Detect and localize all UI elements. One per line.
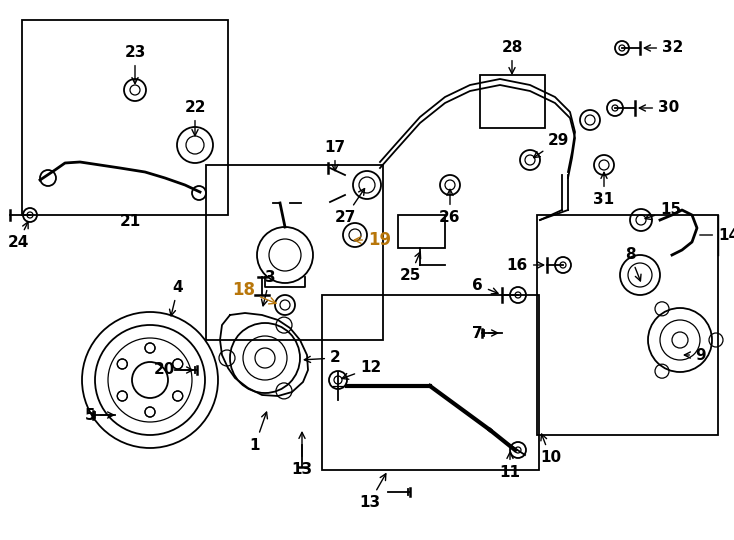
- Text: 27: 27: [334, 188, 365, 225]
- Text: 5: 5: [84, 408, 114, 422]
- Bar: [398, 215, 445, 248]
- Text: 24: 24: [7, 222, 29, 250]
- Text: 29: 29: [534, 133, 570, 158]
- Text: 28: 28: [501, 40, 523, 73]
- Text: 4: 4: [170, 280, 184, 316]
- Text: 30: 30: [639, 100, 679, 116]
- Text: 8: 8: [625, 247, 641, 281]
- Text: 16: 16: [506, 258, 544, 273]
- Bar: [480, 75, 545, 128]
- Text: 22: 22: [184, 100, 206, 136]
- Text: 32: 32: [644, 40, 683, 56]
- Text: 18: 18: [232, 281, 276, 304]
- Text: 12: 12: [342, 361, 381, 379]
- Text: 19: 19: [355, 231, 391, 249]
- Text: 13: 13: [359, 474, 386, 510]
- Bar: [537, 215, 718, 435]
- Text: 7: 7: [473, 326, 498, 341]
- Text: 25: 25: [399, 252, 421, 283]
- Bar: [22, 20, 228, 215]
- Text: 17: 17: [324, 140, 346, 171]
- Text: 9: 9: [684, 348, 705, 362]
- Text: 21: 21: [120, 214, 141, 230]
- Text: 6: 6: [472, 278, 498, 294]
- Bar: [206, 165, 383, 340]
- Text: 11: 11: [500, 453, 520, 480]
- Bar: [322, 295, 539, 470]
- Text: 14: 14: [700, 227, 734, 242]
- Text: 2: 2: [305, 350, 341, 366]
- Text: 26: 26: [439, 190, 461, 225]
- Text: 23: 23: [124, 45, 145, 84]
- Text: 10: 10: [540, 434, 561, 465]
- Text: 31: 31: [593, 172, 614, 207]
- Text: 13: 13: [291, 433, 313, 477]
- Text: 15: 15: [645, 202, 681, 220]
- Text: 3: 3: [261, 270, 275, 306]
- Text: 1: 1: [250, 412, 267, 453]
- Text: 20: 20: [153, 362, 192, 377]
